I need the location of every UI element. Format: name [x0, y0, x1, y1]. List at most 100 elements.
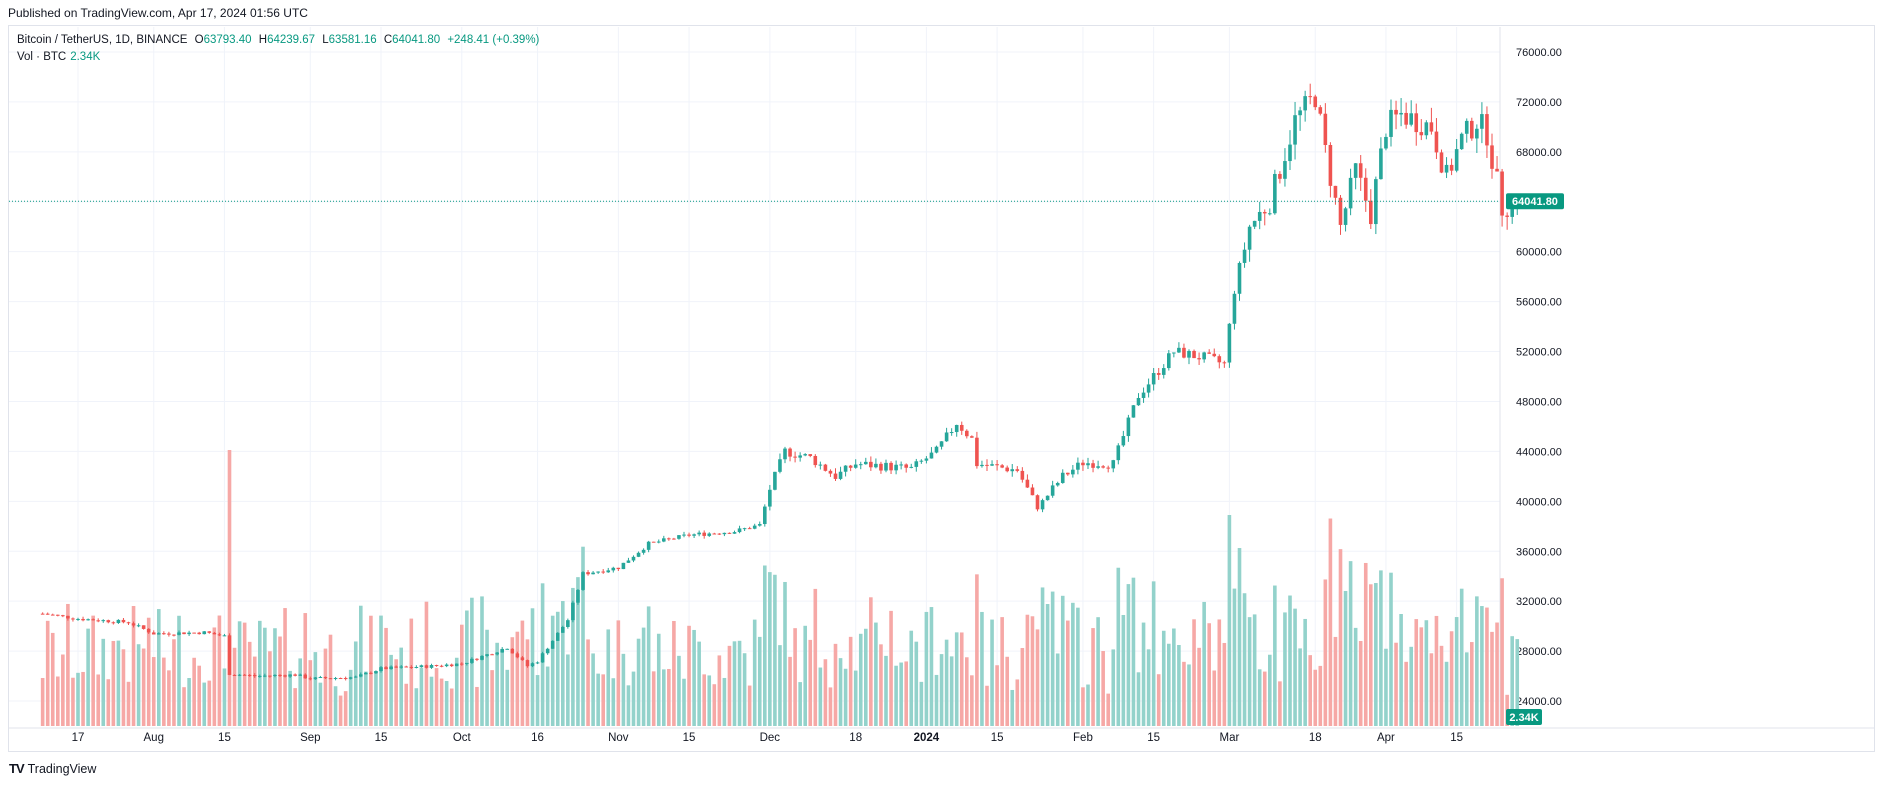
brand-name: TradingView	[27, 761, 97, 776]
candle-body	[399, 666, 403, 668]
candle-body	[1257, 211, 1262, 221]
y-tick-label: 40000.00	[1516, 496, 1562, 508]
candle-body	[1242, 249, 1247, 263]
volume-bar	[1126, 584, 1131, 726]
volume-value: 2.34K	[70, 51, 101, 63]
volume-bar	[581, 546, 585, 726]
volume-bar	[1106, 693, 1110, 726]
volume-bar	[1081, 687, 1085, 726]
candle-body	[631, 556, 636, 561]
volume-bar	[1434, 615, 1439, 726]
footer-brand[interactable]: TV TradingView	[9, 761, 96, 776]
volume-bar	[1025, 614, 1030, 726]
volume-bar	[1353, 627, 1358, 726]
candle-body	[540, 653, 545, 663]
volume-bar	[879, 644, 883, 726]
volume-bar	[1303, 618, 1307, 726]
volume-bar	[1217, 619, 1222, 726]
candle-body	[1076, 462, 1080, 470]
symbol-legend: Bitcoin / TetherUS, 1D, BINANCE O63793.4…	[17, 34, 543, 46]
tradingview-logo-icon: TV	[9, 761, 25, 776]
candle-body	[1101, 466, 1105, 468]
volume-bar	[1288, 595, 1292, 726]
candle-body	[227, 635, 232, 675]
candle-body	[454, 663, 459, 667]
volume-bar	[924, 611, 929, 726]
volume-bar	[1444, 661, 1449, 726]
candle-body	[252, 675, 257, 677]
symbol-name: Bitcoin / TetherUS, 1D, BINANCE	[17, 34, 188, 46]
volume-bar	[828, 687, 833, 726]
volume-bar	[40, 678, 45, 726]
candle-body	[606, 570, 611, 573]
candle-body	[1020, 470, 1025, 480]
volume-bar	[1197, 647, 1201, 726]
volume-bar	[283, 608, 287, 726]
candle-body	[1136, 397, 1141, 406]
candle-body	[869, 461, 873, 468]
candle-body	[1323, 113, 1328, 146]
volume-bar	[1212, 670, 1217, 726]
candle-body	[1293, 115, 1297, 145]
candle-body	[727, 532, 732, 534]
y-tick-label: 44000.00	[1516, 446, 1562, 458]
candle-body	[712, 533, 717, 535]
volume-bar	[1071, 602, 1075, 726]
candle-body	[555, 632, 560, 641]
volume-bar	[1414, 619, 1419, 726]
candle-body	[1116, 445, 1121, 461]
volume-bar	[1035, 629, 1040, 726]
volume-bar	[1222, 642, 1227, 726]
candle-body	[838, 471, 843, 479]
volume-bar	[485, 629, 489, 726]
candle-body	[985, 464, 989, 466]
candle-body	[682, 534, 686, 536]
volume-bar	[1045, 604, 1050, 726]
volume-bar	[81, 671, 85, 726]
candle-body	[959, 424, 964, 431]
candle-body	[566, 620, 570, 627]
candle-body	[283, 675, 287, 677]
y-tick-label: 48000.00	[1516, 396, 1562, 408]
volume-bar	[1459, 588, 1464, 726]
candle-body	[303, 674, 308, 679]
volume-bar	[550, 615, 555, 726]
candle-body	[1040, 500, 1045, 510]
candle-body	[429, 665, 434, 668]
volume-bar	[1172, 628, 1176, 726]
candle-body	[1298, 110, 1302, 116]
volume-bar	[146, 617, 151, 726]
candle-body	[480, 655, 484, 660]
candle-body	[1071, 469, 1075, 475]
candle-body	[843, 465, 848, 472]
x-tick-label: 16	[531, 732, 544, 744]
volume-bar	[1515, 639, 1520, 726]
volume-bar	[1232, 588, 1237, 726]
volume-bar	[687, 625, 691, 726]
volume-bar	[1278, 681, 1282, 726]
volume-bar	[510, 637, 515, 726]
volume-bar	[1182, 661, 1186, 726]
candle-body	[1055, 482, 1060, 486]
volume-bar	[954, 632, 959, 726]
candle-body	[106, 620, 111, 623]
candle-body	[263, 675, 267, 677]
candle-body	[177, 632, 181, 635]
volume-bar	[651, 671, 656, 726]
volume-bar	[1424, 620, 1429, 726]
volume-bar	[313, 652, 318, 726]
volume-bar	[45, 620, 50, 726]
volume-bar	[909, 630, 914, 726]
volume-bar	[399, 647, 403, 726]
candle-body	[121, 619, 126, 623]
candle-body	[45, 613, 50, 615]
candle-body	[1358, 163, 1363, 178]
candle-body	[1278, 173, 1282, 179]
candle-body	[369, 672, 373, 674]
candle-body	[1389, 109, 1393, 137]
volume-bar	[677, 655, 681, 726]
candle-body	[1035, 495, 1040, 510]
volume-bar	[278, 636, 282, 726]
last-price-label: 64041.80	[1512, 196, 1558, 208]
